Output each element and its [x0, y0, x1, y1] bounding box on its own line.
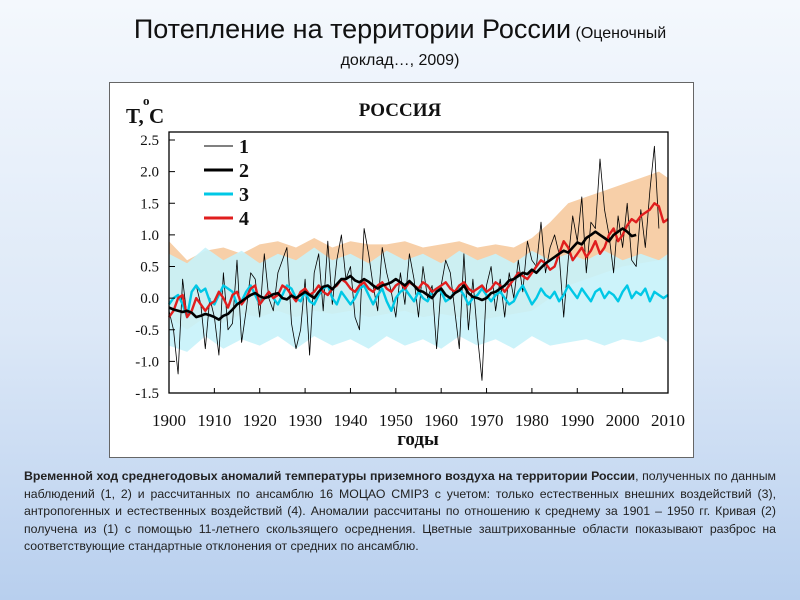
x-tick-label: 1930	[288, 411, 322, 430]
y-tick-label: -1.0	[135, 354, 159, 370]
figure-caption: Временной ход среднегодовых аномалий тем…	[24, 468, 776, 556]
y-axis-label-superscript: o	[143, 93, 150, 108]
legend-label-3: 3	[239, 184, 249, 206]
y-tick-label: 2.5	[140, 133, 159, 149]
legend-label-2: 2	[239, 160, 249, 182]
page-title: Потепление на территории России	[133, 14, 572, 44]
x-tick-label: 1920	[243, 411, 277, 430]
lines-layer	[168, 145, 669, 381]
plot-frame	[168, 131, 669, 394]
x-tick-label: 1900	[152, 411, 186, 430]
x-tick-label: 1970	[470, 411, 504, 430]
y-tick-label: 1.0	[140, 228, 159, 244]
y-tick-label: 0.5	[140, 260, 159, 276]
caption-bold: Временной ход среднегодовых аномалий тем…	[24, 469, 636, 483]
y-tick-label: -1.5	[135, 386, 159, 402]
band-series-3	[169, 247, 668, 352]
axes-layer: 2.5 2.0 1.5 1.0 0.5 0.0 -0.5 -1.0 -1.5 1900 1910 19…	[135, 131, 685, 430]
x-axis-label: годы	[397, 429, 439, 450]
x-tick-label: 2000	[606, 411, 640, 430]
caption-rest: , полученных по данным наблюдений (1, 2)…	[24, 469, 776, 554]
y-tick-label: 2.0	[140, 165, 159, 181]
y-tick-label: -0.5	[135, 323, 159, 339]
chart-title: РОССИЯ	[359, 100, 442, 121]
y-axis-label: T, C	[126, 104, 164, 128]
x-tick-label: 1960	[424, 411, 458, 430]
x-tick-label: 1950	[379, 411, 413, 430]
y-tick-label: 1.5	[140, 196, 159, 212]
x-tick-label: 1990	[560, 411, 594, 430]
legend-label-4: 4	[239, 208, 249, 230]
x-tick-label: 2010	[651, 411, 685, 430]
x-tick-label: 1940	[333, 411, 367, 430]
x-tick-label: 1980	[515, 411, 549, 430]
chart-panel: 2.5 2.0 1.5 1.0 0.5 0.0 -0.5 -1.0 -1.5 1900 1910 19…	[109, 82, 694, 458]
temperature-chart: 2.5 2.0 1.5 1.0 0.5 0.0 -0.5 -1.0 -1.5 1900 1910 19…	[126, 93, 685, 450]
y-tick-label: 0.0	[140, 291, 159, 307]
x-tick-label: 1910	[197, 411, 231, 430]
legend-label-1: 1	[239, 136, 249, 158]
series-line-2	[168, 227, 637, 321]
page-title-block: Потепление на территории России (Оценочн…	[0, 14, 800, 45]
page-title-note-line2: доклад…, 2009)	[340, 52, 460, 69]
page-title-note: (Оценочный	[575, 25, 667, 42]
